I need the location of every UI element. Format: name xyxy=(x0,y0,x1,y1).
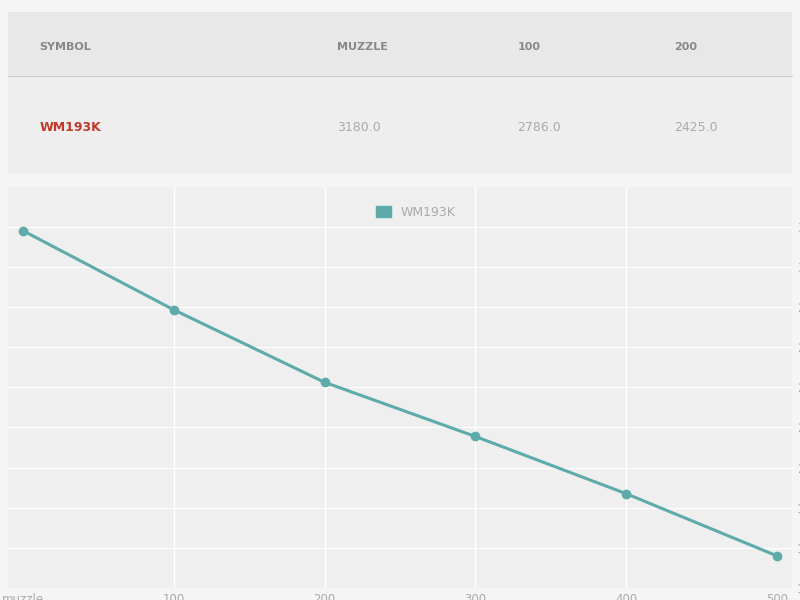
Text: 3180.0: 3180.0 xyxy=(338,121,381,134)
Legend: WM193K: WM193K xyxy=(370,201,461,224)
Text: 2425.0: 2425.0 xyxy=(674,121,718,134)
Text: MUZZLE: MUZZLE xyxy=(338,43,388,52)
FancyBboxPatch shape xyxy=(8,76,792,173)
Text: WM193K: WM193K xyxy=(39,121,101,134)
FancyBboxPatch shape xyxy=(8,12,792,76)
Text: 200: 200 xyxy=(674,43,698,52)
Text: 100: 100 xyxy=(518,43,541,52)
Text: 2786.0: 2786.0 xyxy=(518,121,562,134)
Text: SYMBOL: SYMBOL xyxy=(39,43,91,52)
